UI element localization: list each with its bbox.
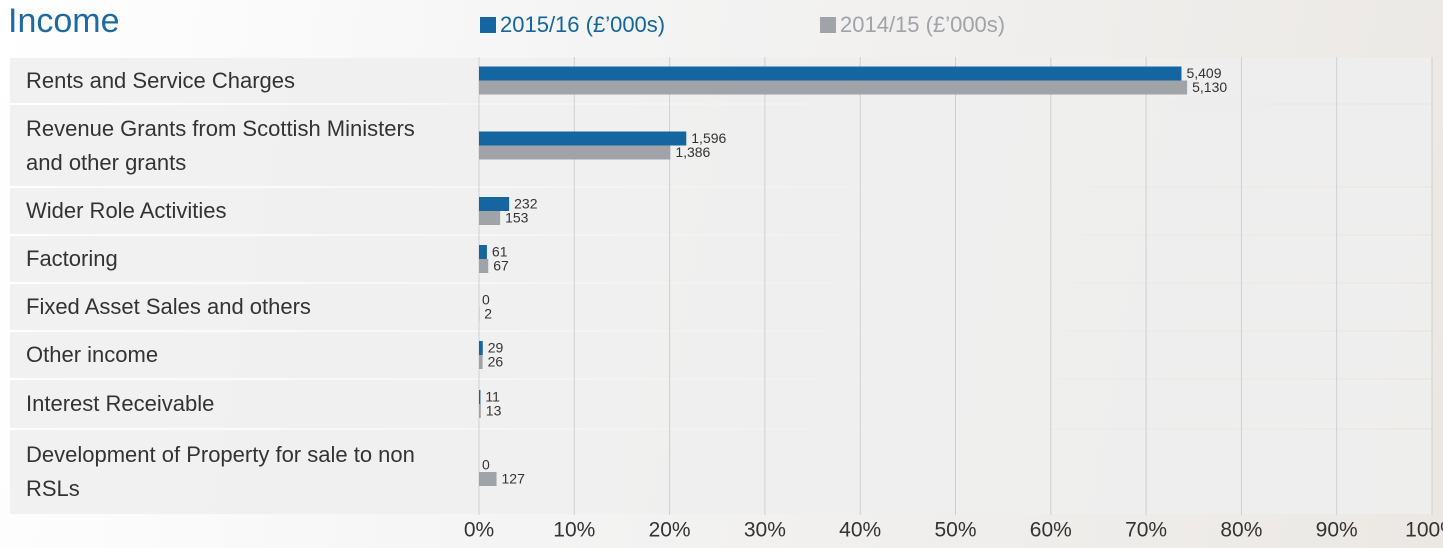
legend-item: 2014/15 (£’000s) <box>820 12 1005 38</box>
bar <box>479 472 497 486</box>
category-label: Wider Role Activities <box>26 187 446 235</box>
x-tick-label: 90% <box>1316 519 1358 542</box>
chart: Income 0%10%20%30%40%50%60%70%80%90%100%… <box>0 0 1443 548</box>
bar <box>479 146 670 160</box>
bar <box>479 341 483 355</box>
x-tick-label: 0% <box>464 519 494 542</box>
bar <box>479 245 487 259</box>
value-label: 5,130 <box>1192 79 1227 95</box>
bar <box>479 81 1187 95</box>
value-label: 13 <box>486 403 502 419</box>
category-label: Development of Property for sale to non … <box>26 429 446 515</box>
category-label: Interest Receivable <box>26 379 446 429</box>
value-label: 0 <box>482 457 490 473</box>
category-label: Other income <box>26 331 446 379</box>
x-tick-label: 40% <box>839 519 881 542</box>
x-tick-label: 30% <box>744 519 786 542</box>
value-label: 67 <box>493 258 509 274</box>
value-label: 1,386 <box>675 144 710 160</box>
x-tick-label: 60% <box>1030 519 1072 542</box>
legend-swatch <box>820 17 836 33</box>
legend-label: 2014/15 (£’000s) <box>840 12 1005 38</box>
bar <box>479 67 1181 81</box>
bar <box>479 355 483 369</box>
value-label: 127 <box>502 471 526 487</box>
value-label: 153 <box>505 210 529 226</box>
x-tick-label: 50% <box>934 519 976 542</box>
value-label: 26 <box>488 354 504 370</box>
x-tick-label: 20% <box>649 519 691 542</box>
category-label: Rents and Service Charges <box>26 57 446 104</box>
value-label: 2 <box>484 306 492 322</box>
legend-item: 2015/16 (£’000s) <box>480 12 665 38</box>
x-tick-label: 100% <box>1405 519 1443 542</box>
x-tick-label: 80% <box>1220 519 1262 542</box>
category-label: Factoring <box>26 235 446 283</box>
bar <box>479 259 488 273</box>
x-tick-label: 70% <box>1125 519 1167 542</box>
legend-swatch <box>480 17 496 33</box>
bar <box>479 211 500 225</box>
x-tick-label: 10% <box>553 519 595 542</box>
category-label: Revenue Grants from Scottish Ministers a… <box>26 104 446 187</box>
legend-label: 2015/16 (£’000s) <box>500 12 665 38</box>
bar <box>479 404 481 418</box>
bar <box>479 390 480 404</box>
category-label: Fixed Asset Sales and others <box>26 283 446 331</box>
bar <box>479 132 686 146</box>
